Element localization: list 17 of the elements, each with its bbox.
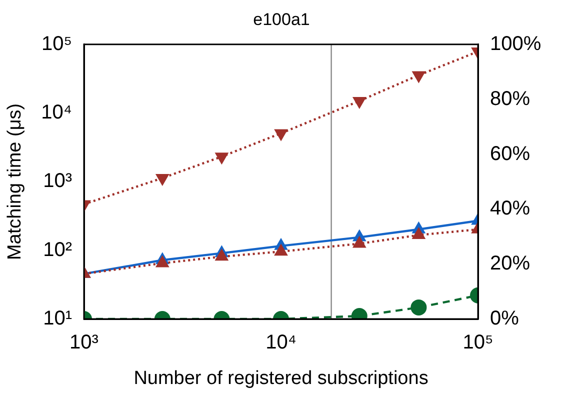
y-tick-label: 10¹	[43, 308, 72, 330]
x-tick-label: 10⁵	[462, 332, 494, 354]
x-axis-title: Number of registered subscriptions	[134, 368, 428, 389]
y2-tick-label: 20%	[490, 252, 530, 275]
y-tick-label: 10²	[43, 238, 72, 261]
y-axis-title: Matching time (μs)	[4, 103, 26, 260]
y2-tick-label: 100%	[490, 32, 542, 55]
y2-tick-label: 40%	[490, 198, 530, 220]
y-tick-label: 10⁵	[41, 32, 72, 55]
y-tick-label: 10⁴	[41, 102, 72, 124]
x-tick-label: 10⁴	[266, 332, 296, 354]
y-tick-label: 10³	[43, 170, 72, 192]
y2-tick-label: 80%	[490, 88, 530, 110]
x-tick-label: 10³	[70, 332, 99, 354]
chart-title: e100a1	[253, 10, 310, 29]
y2-tick-label: 60%	[490, 142, 530, 165]
y2-tick-label: 0%	[490, 308, 520, 330]
